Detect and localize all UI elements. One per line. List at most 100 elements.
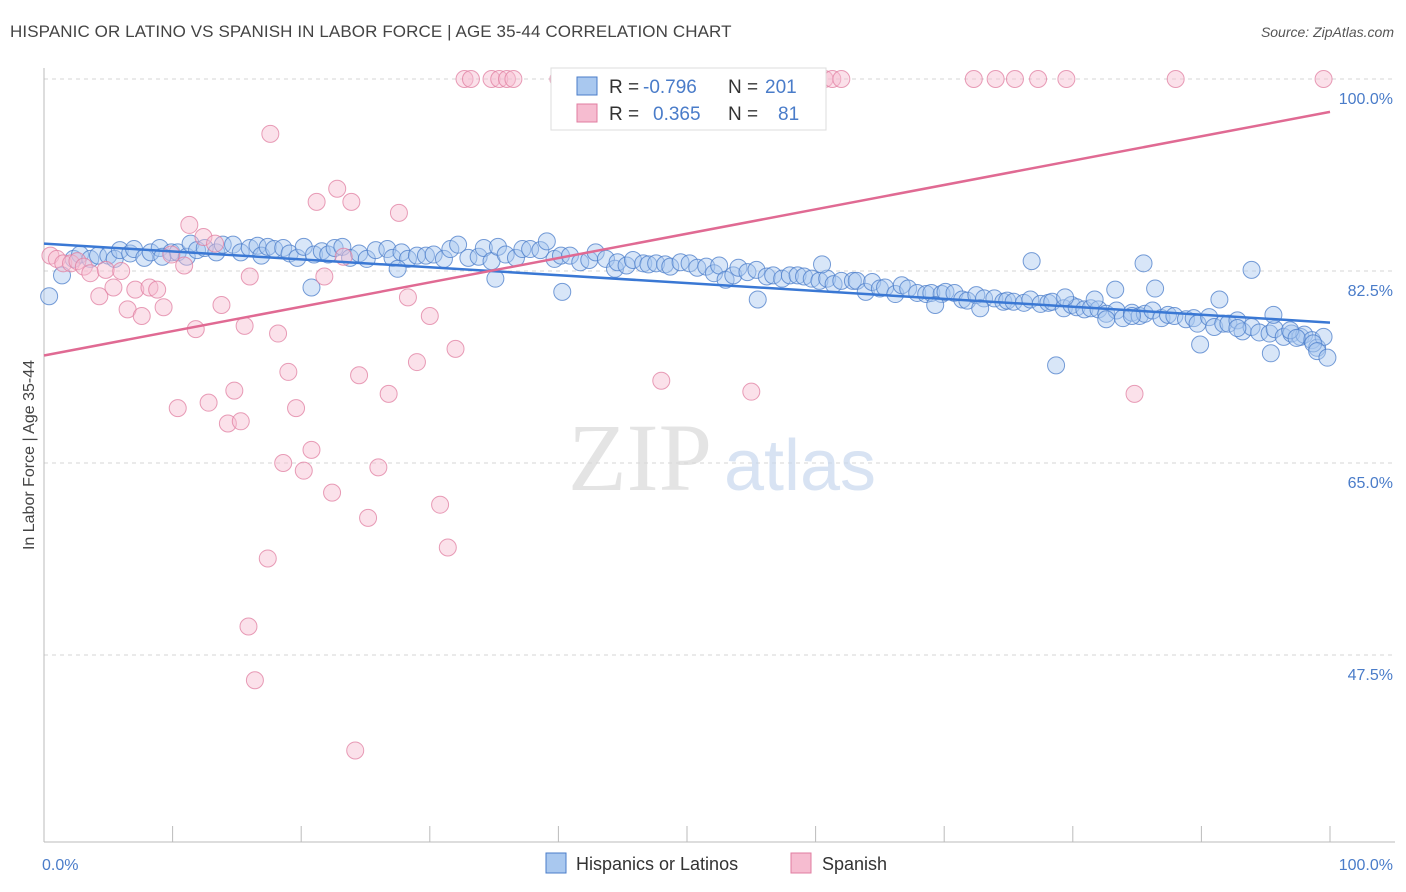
hispanics-point-190 [1085,290,1104,309]
hispanics-point-185 [1287,328,1306,347]
spanish-point-76 [1166,70,1185,88]
trend-lines [43,110,1331,357]
spanish-point-8 [96,260,115,279]
spanish-point-77 [1314,70,1333,88]
hispanics-point-183 [1264,305,1283,324]
hispanics-point-101 [843,271,862,290]
stats-box: R = -0.796 N = 201 R = 0.365 N = 81 [550,67,827,131]
hispanics-point-61 [531,241,550,260]
spanish-point-31 [261,124,280,143]
spanish-point-37 [302,440,321,459]
spanish-point-74 [1057,70,1076,88]
spanish-point-46 [369,458,388,477]
spanish-point-15 [148,280,167,299]
hispanics-point-41 [366,241,385,260]
spanish-point-5 [74,257,93,276]
hispanics-point-114 [936,282,955,301]
spanish-point-51 [420,306,439,325]
stats-n-value-2: 81 [778,104,799,125]
legend: Hispanics or Latinos Spanish [545,852,887,874]
hispanics-point-166 [302,278,321,297]
spanish-point-43 [342,192,361,211]
spanish-point-69 [832,70,851,88]
hispanics-point-69 [596,249,615,268]
hispanics-point-175 [1097,310,1116,329]
stats-swatch-pink [576,103,598,123]
spanish-point-71 [986,70,1005,88]
hispanics-point-143 [1158,305,1177,324]
spanish-point-34 [279,362,298,381]
spanish-point-13 [132,306,151,325]
legend-label-spanish: Spanish [822,854,887,874]
hispanics-point-178 [1146,279,1165,298]
spanish-point-25 [212,296,231,315]
spanish-point-52 [431,495,450,514]
hispanics-point-179 [1191,335,1210,354]
spanish-point-38 [307,192,326,211]
hispanics-point-35 [319,245,338,264]
hispanics-point-180 [1210,290,1229,309]
spanish-point-24 [206,234,225,253]
hispanics-point-0 [40,287,59,306]
hispanics-trend-line [43,242,1331,324]
hispanics-point-42 [378,240,397,259]
x-tick-label-0: 0.0% [42,857,78,874]
spanish-point-55 [455,70,474,88]
stats-swatch-blue [576,76,598,96]
source-credit: Source: ZipAtlas.com [1260,24,1394,40]
stats-r-label-2: R = [609,104,639,125]
hispanics-point-187 [1308,342,1327,361]
hispanics-point-170 [748,290,767,309]
hispanics-point-173 [971,299,990,318]
x-tick-labels: 0.0% 100.0% [42,857,1393,874]
spanish-point-9 [104,278,123,297]
hispanics-point-88 [738,263,757,282]
axes [43,68,1395,843]
spanish-point-58 [490,70,509,88]
watermark-zip: ZIP [568,404,712,511]
hispanics-point-94 [788,266,807,285]
spanish-point-41 [328,179,347,198]
spanish-point-10 [112,262,131,280]
hispanics-point-89 [747,260,766,279]
legend-label-hispanics: Hispanics or Latinos [576,854,738,874]
spanish-point-22 [194,227,213,246]
hispanics-point-76 [647,254,666,273]
spanish-point-30 [240,267,259,286]
spanish-point-16 [154,298,173,317]
hispanics-point-177 [1134,254,1153,273]
spanish-point-6 [81,264,100,283]
hispanics-point-87 [729,258,748,277]
hispanics-point-27 [258,237,277,256]
hispanics-point-184 [1281,321,1300,340]
spanish-point-75 [1125,384,1144,403]
hispanics-point-43 [383,248,402,267]
y-axis-title: In Labor Force | Age 35-44 [21,360,38,550]
y-tick-label-1: 65.0% [1348,475,1393,492]
legend-swatch-hispanics [545,852,567,874]
spanish-point-59 [497,70,516,88]
hispanics-point-157 [1265,320,1284,339]
hispanics-point-56 [488,237,507,256]
chart-title: HISPANIC OR LATINO VS SPANISH IN LABOR F… [10,22,732,41]
hispanics-point-81 [688,258,707,277]
spanish-point-53 [438,538,457,557]
spanish-point-18 [168,399,187,418]
y-tick-label-0: 47.5% [1348,667,1393,684]
stats-n-label-2: N = [728,104,758,125]
hispanics-point-165 [153,247,172,266]
hispanics-point-79 [671,253,690,272]
hispanics-point-74 [634,254,653,273]
spanish-point-56 [461,70,480,88]
spanish-point-27 [225,381,244,400]
y-tick-labels: 47.5% 65.0% 82.5% 100.0% [1339,91,1393,684]
spanish-point-49 [398,288,417,307]
hispanics-point-176 [1106,280,1125,299]
hispanics-point-192 [1022,252,1041,271]
spanish-point-48 [389,203,408,222]
spanish-point-12 [126,280,145,299]
spanish-point-23 [199,393,218,412]
spanish-point-73 [1029,70,1048,88]
stats-r-label-1: R = [609,77,639,98]
